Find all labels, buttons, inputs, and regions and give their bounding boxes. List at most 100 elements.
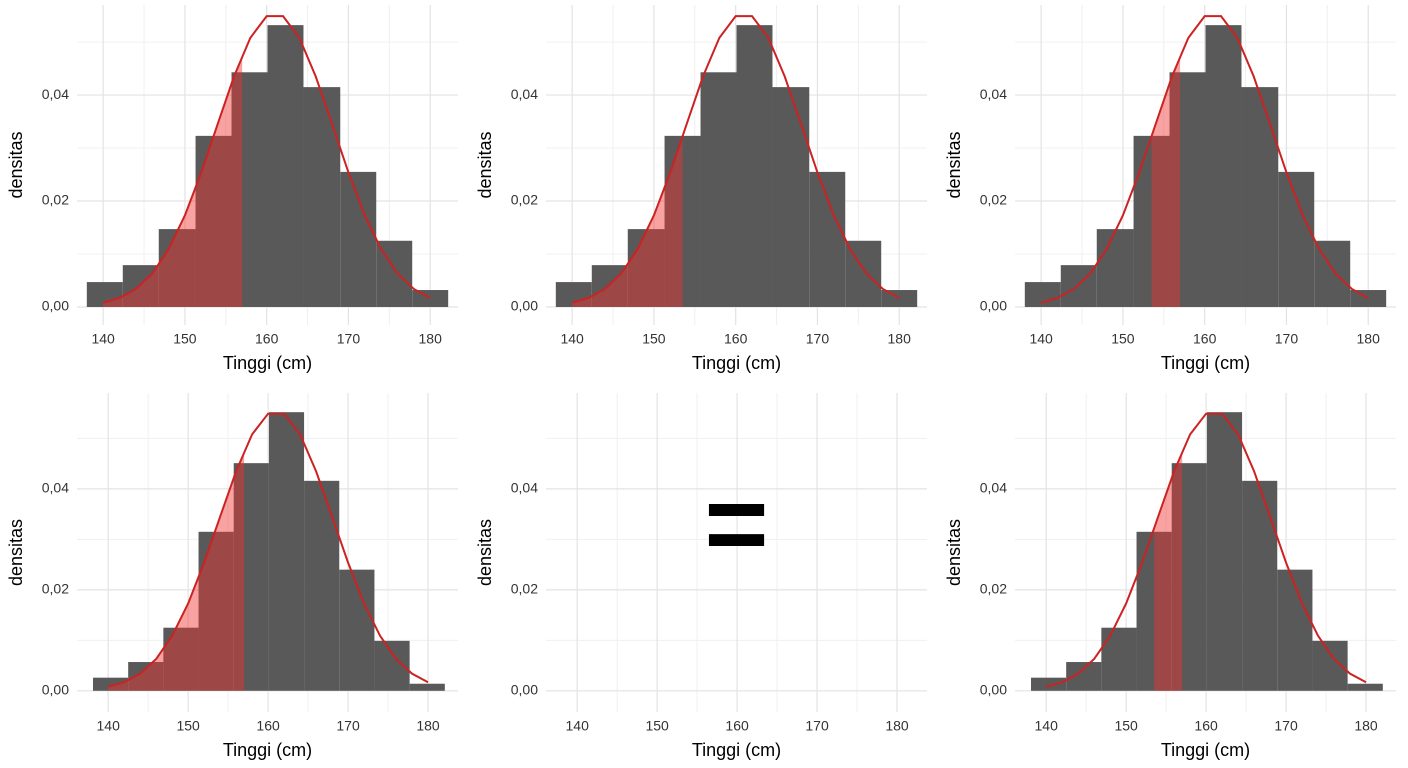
panel: 140 150 160 170 180 0,00 0,02 0,04 Tinggi (cm) de… <box>944 393 1396 760</box>
bar <box>809 171 846 307</box>
bar <box>664 135 701 307</box>
x-tick-label: 150 <box>176 718 200 734</box>
bar <box>1347 683 1383 691</box>
y-tick-label: 0,02 <box>511 192 538 208</box>
bar <box>412 290 449 307</box>
y-tick-label: 0,00 <box>980 298 1007 314</box>
x-tick-label: 140 <box>91 331 115 347</box>
annotation: = <box>704 463 768 586</box>
y-axis-title: densitas <box>944 519 964 586</box>
density-curve <box>1040 15 1369 304</box>
x-tick-label: 170 <box>336 718 360 734</box>
y-tick-label: 0,04 <box>511 480 538 496</box>
bar <box>195 135 232 307</box>
x-tick-label: 180 <box>419 331 443 347</box>
panel: 140 150 160 170 180 0,00 0,02 0,04 Tinggi (cm) de… <box>6 393 458 760</box>
x-tick-label: 150 <box>173 331 197 347</box>
panel: 140 150 160 170 180 0,00 0,02 0,04 Tinggi (cm) de… <box>6 5 458 373</box>
x-axis-title: Tinggi (cm) <box>1161 353 1250 373</box>
x-tick-label: 170 <box>806 331 830 347</box>
x-tick-label: 160 <box>1193 331 1217 347</box>
x-tick-label: 150 <box>1111 331 1135 347</box>
x-tick-label: 180 <box>1357 331 1381 347</box>
bar <box>1096 229 1134 307</box>
bar <box>1171 463 1207 691</box>
bar <box>1101 627 1137 691</box>
x-tick-label: 140 <box>97 718 121 734</box>
bar <box>340 171 377 307</box>
y-tick-label: 0,00 <box>511 298 538 314</box>
bar <box>92 677 129 691</box>
density-curve <box>107 412 429 688</box>
y-tick-label: 0,00 <box>42 298 69 314</box>
bar <box>267 25 304 307</box>
shaded-area <box>572 136 683 307</box>
x-tick-label: 140 <box>1035 718 1059 734</box>
y-axis-title: densitas <box>944 131 964 198</box>
y-axis-title: densitas <box>475 131 495 198</box>
density-curve <box>1045 412 1367 688</box>
bar <box>1169 72 1206 307</box>
x-tick-label: 160 <box>256 718 280 734</box>
x-axis-title: Tinggi (cm) <box>223 353 312 373</box>
shaded-area <box>108 452 245 691</box>
x-axis-title: Tinggi (cm) <box>692 353 781 373</box>
shaded-area <box>103 57 243 307</box>
bar <box>1206 412 1243 691</box>
panel: 140 150 160 170 180 0,00 0,02 0,04 Tinggi (cm) de… <box>475 5 927 373</box>
x-axis-title: Tinggi (cm) <box>1161 740 1250 760</box>
x-tick-label: 140 <box>566 718 590 734</box>
shaded-area <box>1151 57 1181 307</box>
x-tick-label: 180 <box>416 718 440 734</box>
y-tick-label: 0,04 <box>511 86 538 102</box>
bar <box>772 87 810 307</box>
x-tick-label: 180 <box>1354 718 1378 734</box>
shaded-area <box>1154 452 1183 691</box>
x-tick-label: 160 <box>725 718 749 734</box>
x-axis-title: Tinggi (cm) <box>223 740 312 760</box>
bar <box>303 87 341 307</box>
x-tick-label: 180 <box>888 331 912 347</box>
bar <box>881 290 918 307</box>
y-tick-label: 0,00 <box>42 682 69 698</box>
bar <box>409 683 445 691</box>
bar <box>1241 87 1279 307</box>
y-tick-label: 0,04 <box>980 480 1007 496</box>
y-tick-label: 0,02 <box>42 581 69 597</box>
y-axis-title: densitas <box>475 519 495 586</box>
bar <box>198 531 234 691</box>
y-tick-label: 0,00 <box>511 682 538 698</box>
bar <box>627 229 665 307</box>
x-tick-label: 140 <box>1029 331 1053 347</box>
x-tick-label: 180 <box>885 718 909 734</box>
density-curve <box>571 15 900 304</box>
x-tick-label: 170 <box>805 718 829 734</box>
x-tick-label: 160 <box>724 331 748 347</box>
x-tick-label: 140 <box>560 331 584 347</box>
bar <box>736 25 773 307</box>
x-tick-label: 150 <box>645 718 669 734</box>
bar <box>339 569 375 691</box>
x-tick-label: 170 <box>1275 331 1299 347</box>
density-curve <box>102 15 431 304</box>
y-tick-label: 0,00 <box>980 682 1007 698</box>
bar <box>268 412 305 691</box>
x-tick-label: 170 <box>1274 718 1298 734</box>
panel: 140 150 160 170 180 0,00 0,02 0,04 Tinggi (cm) de… <box>475 393 927 760</box>
y-tick-label: 0,04 <box>42 86 69 102</box>
x-tick-label: 150 <box>642 331 666 347</box>
x-tick-label: 150 <box>1114 718 1138 734</box>
panel: 140 150 160 170 180 0,00 0,02 0,04 Tinggi (cm) de… <box>944 5 1396 373</box>
x-tick-label: 170 <box>337 331 361 347</box>
bar <box>700 72 737 307</box>
x-axis-title: Tinggi (cm) <box>692 740 781 760</box>
bar <box>1242 480 1278 691</box>
bar <box>1133 135 1170 307</box>
y-tick-label: 0,02 <box>42 192 69 208</box>
x-tick-label: 160 <box>1194 718 1218 734</box>
bar <box>1278 171 1315 307</box>
y-tick-label: 0,04 <box>42 480 69 496</box>
bar <box>1205 25 1242 307</box>
y-tick-label: 0,02 <box>980 581 1007 597</box>
